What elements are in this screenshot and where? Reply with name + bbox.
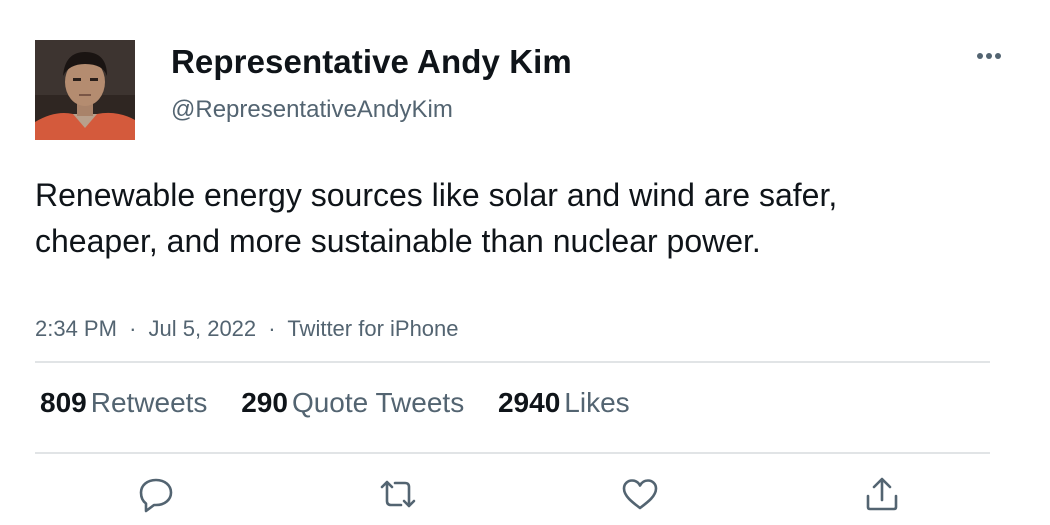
user-handle[interactable]: @RepresentativeAndyKim: [171, 96, 453, 123]
divider: [35, 452, 990, 454]
tweet-stats: 809 Retweets 290 Quote Tweets 2940 Likes: [40, 387, 656, 419]
reply-button[interactable]: [134, 474, 178, 514]
quote-tweets-count: 290: [241, 387, 288, 418]
tweet-text: Renewable energy sources like solar and …: [35, 177, 838, 259]
divider: [35, 361, 990, 363]
more-options-button[interactable]: [968, 40, 1010, 72]
likes-stat[interactable]: 2940 Likes: [498, 387, 630, 419]
tweet-time[interactable]: 2:34 PM: [35, 316, 117, 341]
retweets-label: Retweets: [90, 387, 208, 418]
meta-separator: ·: [268, 316, 276, 341]
likes-label: Likes: [564, 387, 630, 418]
share-icon: [866, 477, 898, 511]
avatar-image: [35, 40, 135, 140]
heart-icon: [622, 479, 658, 510]
share-button[interactable]: [860, 474, 904, 514]
tweet-date[interactable]: Jul 5, 2022: [148, 316, 257, 341]
tweet-source[interactable]: Twitter for iPhone: [287, 316, 459, 341]
reply-icon: [139, 478, 173, 513]
display-name[interactable]: Representative Andy Kim: [171, 43, 572, 80]
meta-separator: ·: [129, 316, 137, 341]
quote-tweets-label: Quote Tweets: [291, 387, 465, 418]
retweets-stat[interactable]: 809 Retweets: [40, 387, 207, 419]
avatar[interactable]: [35, 40, 135, 140]
like-button[interactable]: [618, 474, 662, 514]
quote-tweets-stat[interactable]: 290 Quote Tweets: [241, 387, 464, 419]
retweets-count: 809: [40, 387, 87, 418]
more-horizontal-icon: [977, 53, 1001, 59]
retweet-icon: [380, 480, 416, 508]
retweet-button[interactable]: [376, 474, 420, 514]
likes-count: 2940: [497, 387, 561, 418]
tweet-meta: 2:34 PM · Jul 5, 2022 · Twitter for iPho…: [35, 316, 459, 342]
